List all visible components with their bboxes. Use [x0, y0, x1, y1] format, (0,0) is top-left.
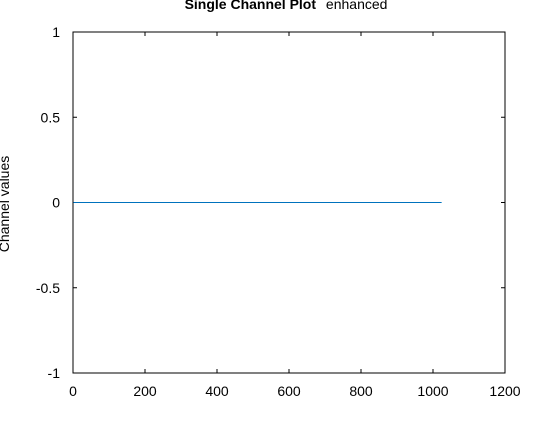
y-tick-label: -1 — [48, 365, 61, 381]
y-axis: 1 0.5 0 -0.5 -1 — [36, 24, 505, 381]
x-tick-label: 400 — [205, 383, 229, 399]
svg-text:Single Channel Plot en: Single Channel Plot enhanced — [185, 0, 388, 12]
y-tick-label: 0.5 — [41, 109, 61, 125]
x-tick-label: 200 — [133, 383, 157, 399]
y-tick-label: 1 — [52, 24, 60, 40]
chart-title-rest: enhanced — [326, 0, 388, 12]
x-axis: 0 200 400 600 800 1000 1200 — [69, 32, 521, 399]
y-tick-label: 0 — [52, 195, 60, 211]
y-axis-label: Channel values — [0, 156, 12, 253]
chart-title: Single Channel Plot enhanced — [185, 0, 388, 12]
x-tick-label: 600 — [277, 383, 301, 399]
y-tick-label: -0.5 — [36, 280, 60, 296]
x-tick-label: 1200 — [489, 383, 520, 399]
x-tick-label: 0 — [69, 383, 77, 399]
x-tick-label: 1000 — [417, 383, 448, 399]
x-tick-label: 800 — [349, 383, 373, 399]
chart-title-bold: Single Channel Plot — [185, 0, 317, 12]
